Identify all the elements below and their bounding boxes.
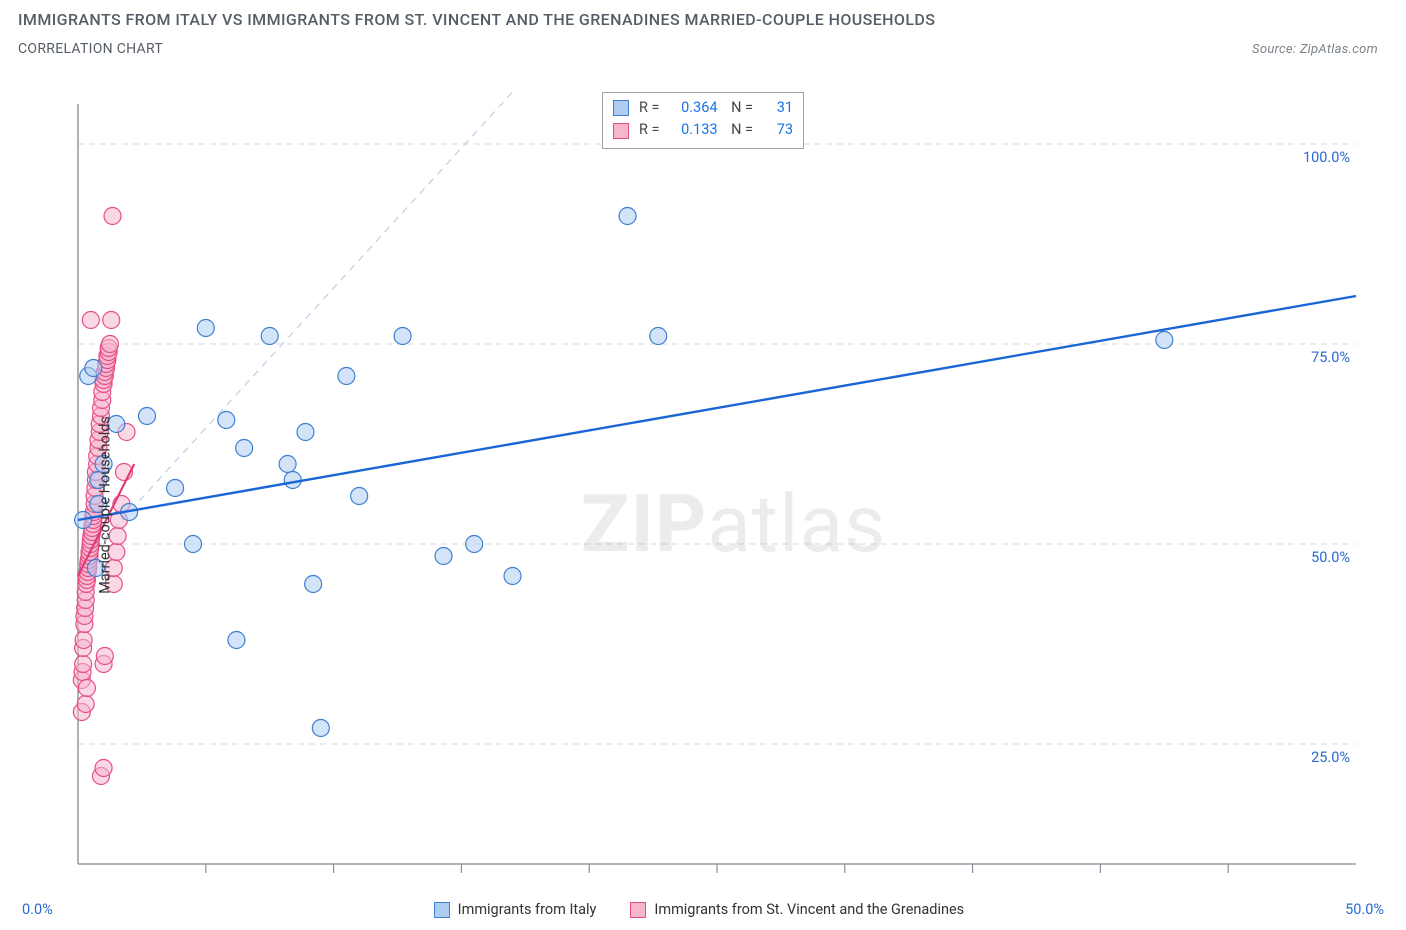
y-axis-title: Married-couple Households: [96, 416, 113, 594]
chart-area: Married-couple Households 25.0% 50.0% 75.0…: [18, 92, 1388, 918]
r-value-1: 0.133: [670, 119, 718, 141]
chart-title: IMMIGRANTS FROM ITALY VS IMMIGRANTS FROM…: [18, 10, 1388, 29]
legend-label-0: Immigrants from Italy: [458, 901, 597, 918]
legend-item-0: Immigrants from Italy: [434, 901, 597, 918]
stats-row-series-0: R = 0.364 N = 31: [613, 97, 793, 119]
swatch-legend-0: [434, 902, 450, 918]
legend-label-1: Immigrants from St. Vincent and the Gren…: [654, 901, 964, 918]
svg-text:25.0%: 25.0%: [1311, 749, 1350, 766]
svg-text:75.0%: 75.0%: [1311, 349, 1350, 366]
svg-text:50.0%: 50.0%: [1311, 549, 1350, 566]
x-axis-max-label: 50.0%: [1345, 901, 1384, 918]
stats-row-series-1: R = 0.133 N = 73: [613, 119, 793, 141]
r-value-0: 0.364: [670, 97, 718, 119]
stats-box: R = 0.364 N = 31 R = 0.133 N = 73: [602, 92, 804, 149]
chart-header: IMMIGRANTS FROM ITALY VS IMMIGRANTS FROM…: [0, 0, 1406, 57]
legend-item-1: Immigrants from St. Vincent and the Gren…: [630, 901, 964, 918]
x-axis-min-label: 0.0%: [22, 901, 53, 918]
svg-text:100.0%: 100.0%: [1303, 149, 1350, 166]
n-value-1: 73: [763, 119, 793, 141]
chart-source: Source: ZipAtlas.com: [1252, 42, 1378, 57]
swatch-legend-1: [630, 902, 646, 918]
n-value-0: 31: [763, 97, 793, 119]
scatter-chart-svg: 25.0% 50.0% 75.0% 100.0%: [18, 92, 1388, 918]
bottom-legend: 0.0% Immigrants from Italy Immigrants fr…: [18, 901, 1388, 918]
chart-subtitle: CORRELATION CHART: [18, 41, 163, 57]
swatch-series-1: [613, 123, 629, 139]
swatch-series-0: [613, 100, 629, 116]
